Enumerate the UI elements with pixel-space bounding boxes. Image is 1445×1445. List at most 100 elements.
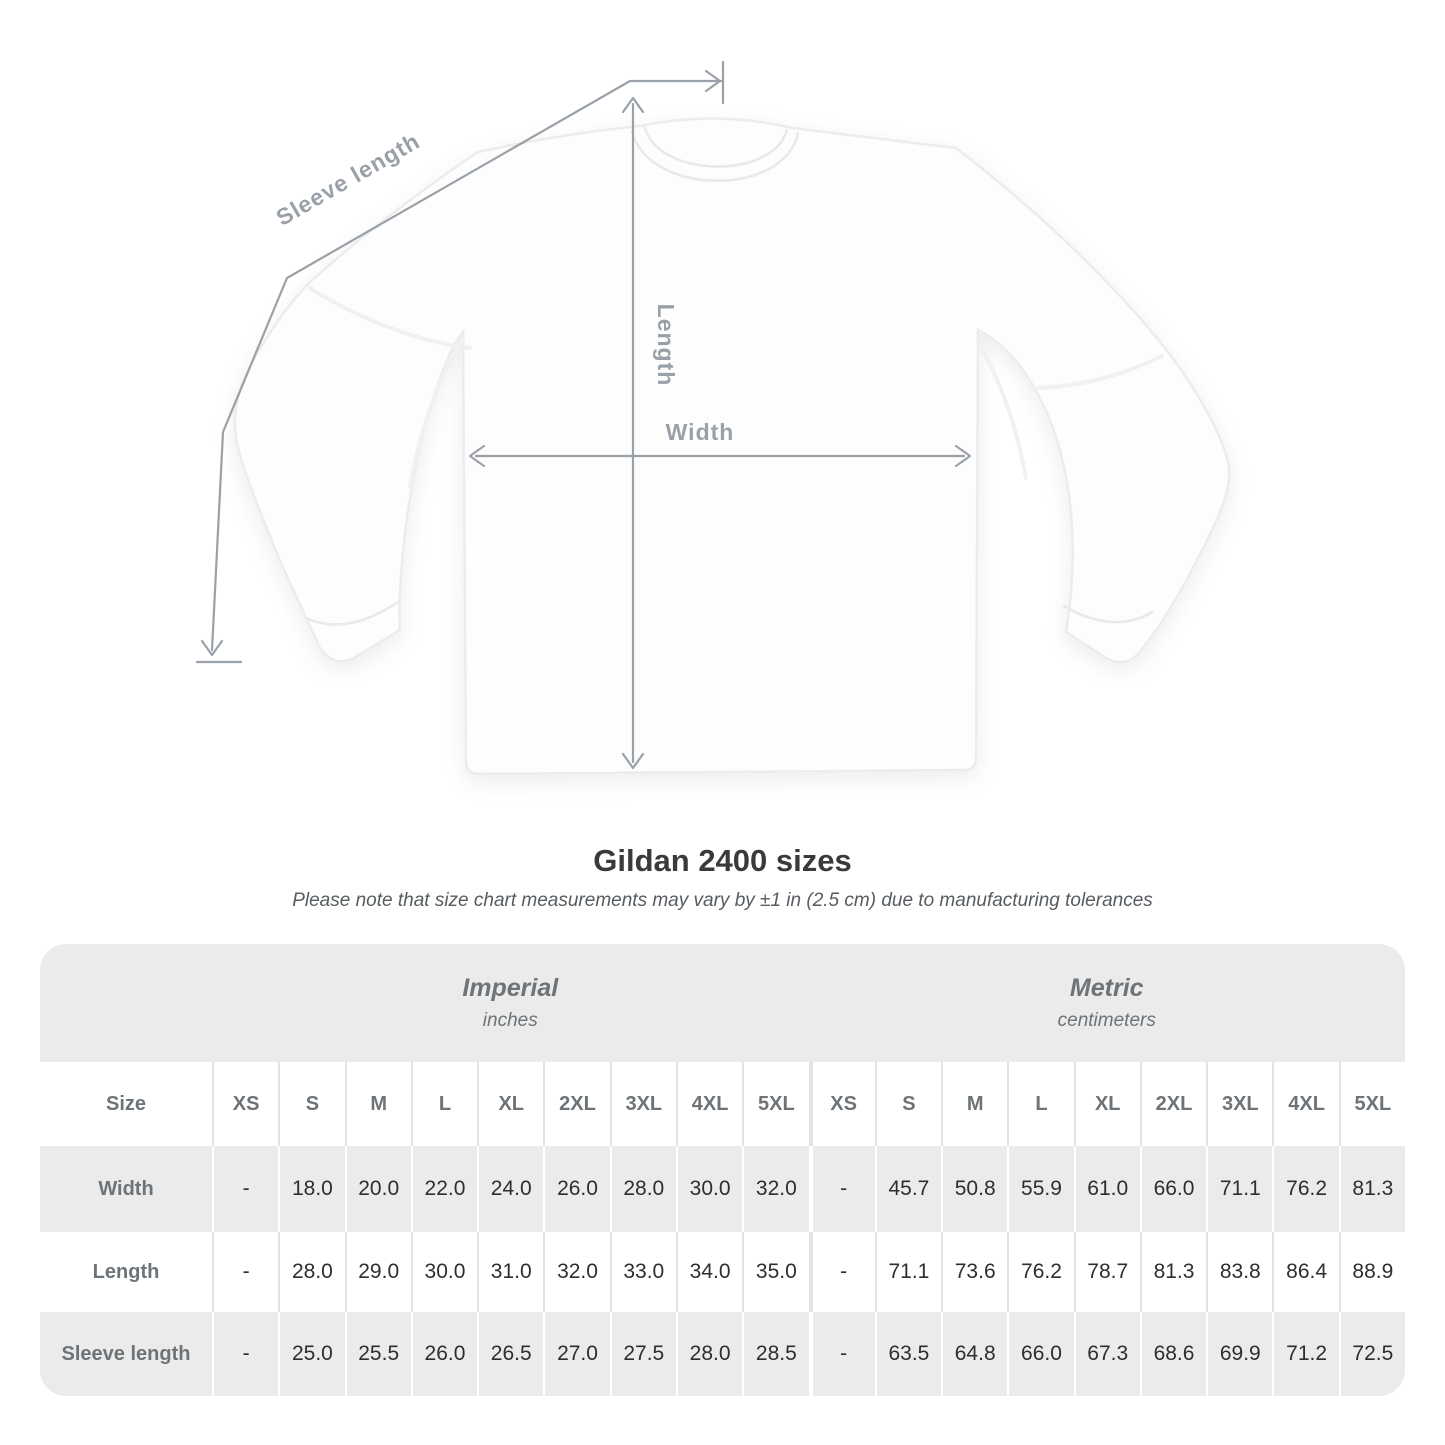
sleeve-length-line	[210, 79, 725, 652]
size-header-cell: 3XL	[609, 1062, 676, 1146]
value-cell: -	[212, 1232, 278, 1312]
value-cell: -	[212, 1312, 278, 1396]
value-cell: 28.0	[675, 1312, 742, 1396]
chart-heading: Gildan 2400 sizes Please note that size …	[0, 843, 1445, 912]
size-header-cell: XL	[477, 1062, 543, 1146]
value-cell: 66.0	[1007, 1312, 1073, 1396]
size-header-cell: L	[1007, 1062, 1073, 1146]
value-cell: -	[808, 1232, 875, 1312]
value-cell: 71.1	[874, 1232, 941, 1312]
value-cell: 45.7	[874, 1146, 941, 1232]
imperial-header: Imperial inches	[212, 974, 809, 1032]
metric-unit: centimeters	[1057, 1010, 1156, 1031]
imperial-unit: inches	[482, 1010, 538, 1031]
value-cell: 50.8	[941, 1146, 1007, 1232]
value-cell: 26.0	[410, 1312, 477, 1396]
unit-system-band: Imperial inches Metric centimeters	[40, 944, 1405, 1062]
size-header-cell: 2XL	[543, 1062, 609, 1146]
value-cell: 18.0	[278, 1146, 344, 1232]
width-label: Width	[666, 419, 735, 445]
row-label: Length	[92, 1260, 160, 1283]
value-cell: 26.0	[543, 1146, 609, 1232]
width-arrow-right-icon	[954, 444, 972, 468]
row-label: Sleeve length	[61, 1342, 191, 1365]
shirt-illustration	[233, 117, 1231, 776]
collar-outer-seam	[630, 129, 800, 182]
size-header-cell: M	[344, 1062, 411, 1146]
table-row-width: Width -18.0 20.0 22.0 24.0 26.0 28.0 30.0 32.0 …	[40, 1146, 1405, 1232]
shirt-outline	[233, 117, 1231, 776]
value-cell: 66.0	[1139, 1146, 1206, 1232]
value-cell: 32.0	[543, 1232, 609, 1312]
size-header-cell: XL	[1073, 1062, 1140, 1146]
value-cell: 29.0	[344, 1232, 411, 1312]
value-cell: 76.2	[1272, 1146, 1338, 1232]
value-cell: 78.7	[1073, 1232, 1140, 1312]
row-label: Width	[98, 1177, 154, 1200]
value-cell: -	[808, 1146, 875, 1232]
value-cell: 27.5	[609, 1312, 676, 1396]
value-cell: 32.0	[742, 1146, 808, 1232]
size-chart-table: Imperial inches Metric centimeters Size …	[40, 944, 1405, 1396]
value-cell: 30.0	[410, 1232, 477, 1312]
size-header-cell: M	[941, 1062, 1007, 1146]
value-cell: 73.6	[941, 1232, 1007, 1312]
metric-header: Metric centimeters	[809, 974, 1406, 1032]
value-cell: 64.8	[941, 1312, 1007, 1396]
value-cell: 86.4	[1272, 1232, 1338, 1312]
value-cell: 35.0	[742, 1232, 808, 1312]
size-column-header: Size	[105, 1092, 147, 1115]
value-cell: 28.5	[742, 1312, 808, 1396]
value-cell: 72.5	[1338, 1312, 1405, 1396]
sleeve-length-arrow-down-icon	[200, 639, 224, 657]
size-header-cell: XS	[808, 1062, 875, 1146]
size-header-cell: 4XL	[1272, 1062, 1338, 1146]
left-shoulder-wrinkle	[308, 286, 472, 350]
value-cell: 31.0	[477, 1232, 543, 1312]
value-cell: 76.2	[1007, 1232, 1073, 1312]
value-cell: 30.0	[675, 1146, 742, 1232]
length-label: Length	[653, 304, 679, 387]
value-cell: 24.0	[477, 1146, 543, 1232]
value-cell: 71.2	[1272, 1312, 1338, 1396]
table-row-length: Length -28.0 29.0 30.0 31.0 32.0 33.0 34.0 35.0…	[40, 1232, 1405, 1312]
value-cell: 68.6	[1139, 1312, 1206, 1396]
value-cell: 27.0	[543, 1312, 609, 1396]
table-row-sleeve-length: Sleeve length -25.0 25.5 26.0 26.5 27.0 27.5 2…	[40, 1312, 1405, 1396]
width-arrow-left-icon	[468, 444, 486, 468]
size-header-cell: L	[410, 1062, 477, 1146]
value-cell: 71.1	[1206, 1146, 1272, 1232]
page-title: Gildan 2400 sizes	[593, 843, 852, 878]
sleeve-length-arrow-right-icon	[704, 69, 722, 93]
shirt-measurement-diagram: Sleeve length Length Width	[195, 60, 1231, 776]
left-cuff-seam	[304, 600, 400, 626]
tolerance-note: Please note that size chart measurements…	[292, 890, 1153, 911]
value-cell: 33.0	[609, 1232, 676, 1312]
collar-inner-seam	[643, 126, 789, 168]
size-header-cell: 5XL	[742, 1062, 808, 1146]
value-cell: 26.5	[477, 1312, 543, 1396]
size-header-cell: 4XL	[675, 1062, 742, 1146]
value-cell: -	[212, 1146, 278, 1232]
size-header-row: Size XS S M L XL 2XL 3XL 4XL 5XL XS S M L XL 2XL 3XL 4X…	[40, 1062, 1405, 1146]
size-header-cell: 3XL	[1206, 1062, 1272, 1146]
value-cell: 20.0	[344, 1146, 411, 1232]
value-cell: 28.0	[278, 1232, 344, 1312]
value-cell: 81.3	[1139, 1232, 1206, 1312]
right-armpit-wrinkle	[976, 340, 1028, 480]
right-cuff-seam	[1062, 604, 1154, 624]
size-header-cell: S	[278, 1062, 344, 1146]
size-header-cell: 5XL	[1338, 1062, 1405, 1146]
right-shoulder-wrinkle	[1028, 354, 1164, 390]
value-cell: 63.5	[874, 1312, 941, 1396]
value-cell: 25.0	[278, 1312, 344, 1396]
value-cell: 22.0	[410, 1146, 477, 1232]
value-cell: 69.9	[1206, 1312, 1272, 1396]
value-cell: 55.9	[1007, 1146, 1073, 1232]
left-armpit-wrinkle	[408, 338, 465, 488]
value-cell: 28.0	[609, 1146, 676, 1232]
size-header-cell: XS	[212, 1062, 278, 1146]
size-header-cell: 2XL	[1139, 1062, 1206, 1146]
value-cell: 25.5	[344, 1312, 411, 1396]
length-arrow-down-icon	[621, 752, 645, 770]
